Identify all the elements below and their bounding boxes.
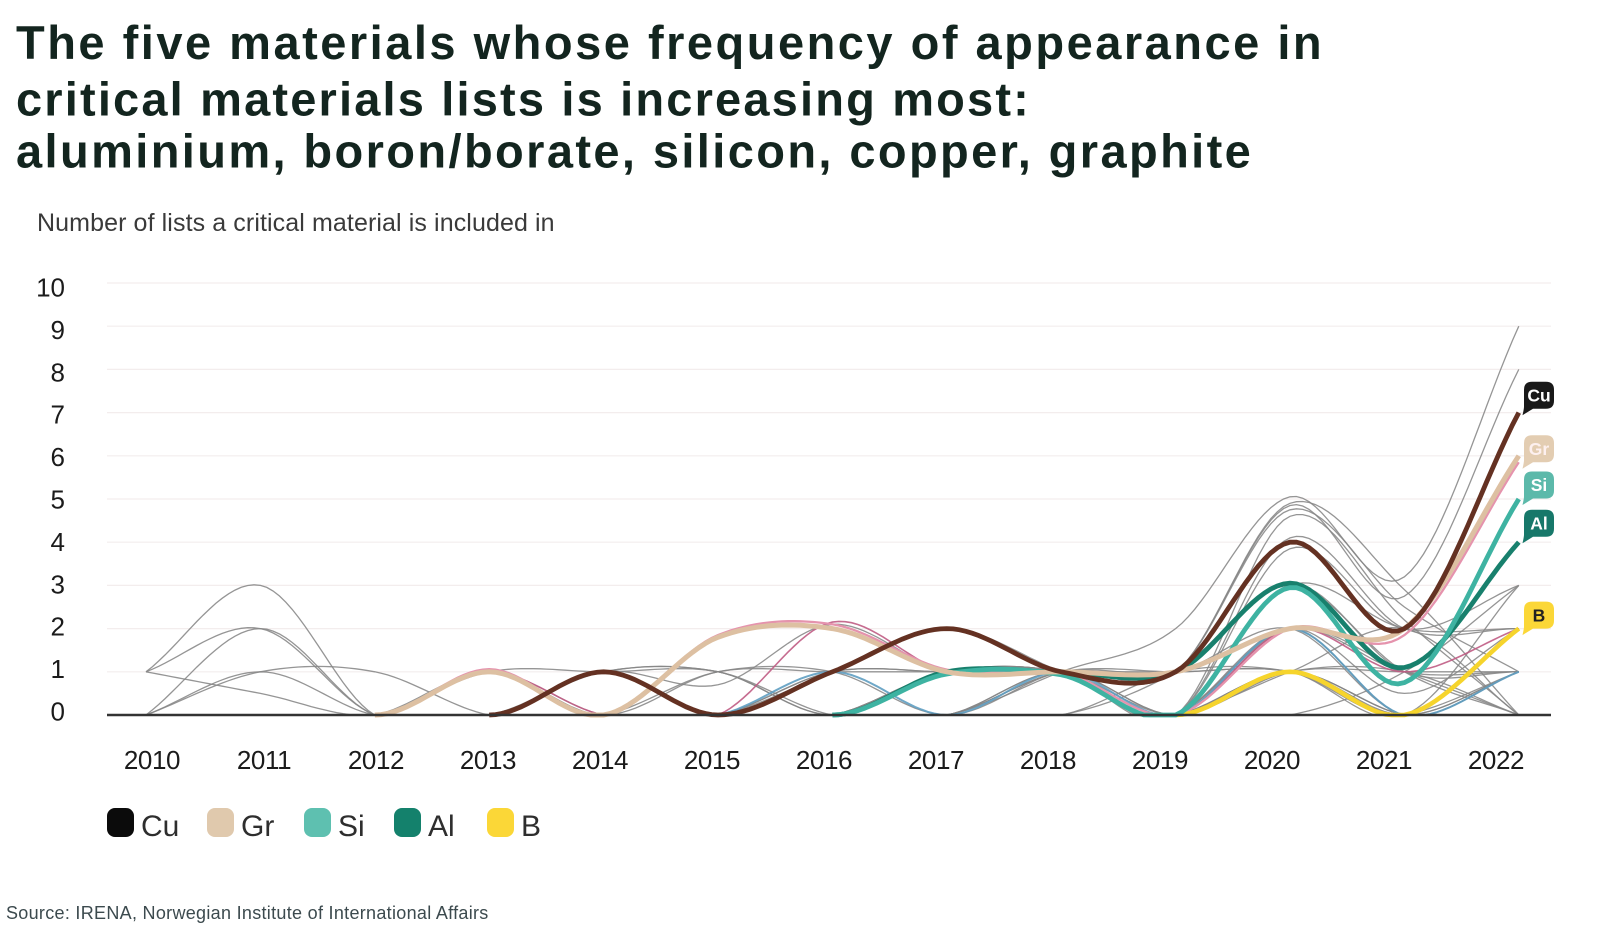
svg-text:2: 2 bbox=[51, 612, 65, 642]
svg-text:2016: 2016 bbox=[796, 745, 852, 775]
svg-text:2014: 2014 bbox=[572, 745, 628, 775]
svg-text:3: 3 bbox=[51, 569, 65, 599]
svg-text:2013: 2013 bbox=[460, 745, 516, 775]
svg-text:2017: 2017 bbox=[908, 745, 964, 775]
svg-text:2010: 2010 bbox=[124, 745, 180, 775]
svg-text:2021: 2021 bbox=[1356, 745, 1412, 775]
svg-text:2022: 2022 bbox=[1468, 745, 1524, 775]
svg-text:B: B bbox=[1533, 605, 1546, 625]
svg-text:Al: Al bbox=[1530, 514, 1548, 534]
svg-text:0: 0 bbox=[51, 697, 65, 727]
svg-text:Gr: Gr bbox=[241, 810, 274, 843]
svg-text:Gr: Gr bbox=[1529, 439, 1550, 459]
svg-text:5: 5 bbox=[51, 485, 65, 515]
svg-text:2019: 2019 bbox=[1132, 745, 1188, 775]
svg-text:aluminium, boron/borate, silic: aluminium, boron/borate, silicon, copper… bbox=[16, 125, 1253, 178]
svg-text:Cu: Cu bbox=[1527, 385, 1550, 405]
svg-text:8: 8 bbox=[51, 357, 65, 387]
svg-text:7: 7 bbox=[51, 400, 65, 430]
svg-text:Source: IRENA, Norwegian Insti: Source: IRENA, Norwegian Institute of In… bbox=[6, 903, 489, 923]
svg-text:The five materials whose frequ: The five materials whose frequency of ap… bbox=[16, 16, 1324, 69]
svg-text:B: B bbox=[521, 810, 541, 843]
svg-text:Cu: Cu bbox=[141, 810, 179, 843]
svg-text:2012: 2012 bbox=[348, 745, 404, 775]
svg-text:2011: 2011 bbox=[237, 745, 291, 775]
svg-text:Si: Si bbox=[1531, 475, 1548, 495]
svg-text:2018: 2018 bbox=[1020, 745, 1076, 775]
svg-text:Al: Al bbox=[428, 810, 455, 843]
svg-text:Number of lists a critical mat: Number of lists a critical material is i… bbox=[37, 209, 555, 237]
svg-text:Si: Si bbox=[338, 810, 365, 843]
svg-text:10: 10 bbox=[36, 273, 65, 303]
svg-text:9: 9 bbox=[51, 315, 65, 345]
svg-text:2015: 2015 bbox=[684, 745, 740, 775]
svg-text:2020: 2020 bbox=[1244, 745, 1300, 775]
svg-text:critical materials lists is in: critical materials lists is increasing m… bbox=[16, 73, 1031, 126]
svg-text:4: 4 bbox=[51, 527, 65, 557]
svg-text:6: 6 bbox=[51, 442, 65, 472]
svg-text:1: 1 bbox=[51, 654, 65, 684]
